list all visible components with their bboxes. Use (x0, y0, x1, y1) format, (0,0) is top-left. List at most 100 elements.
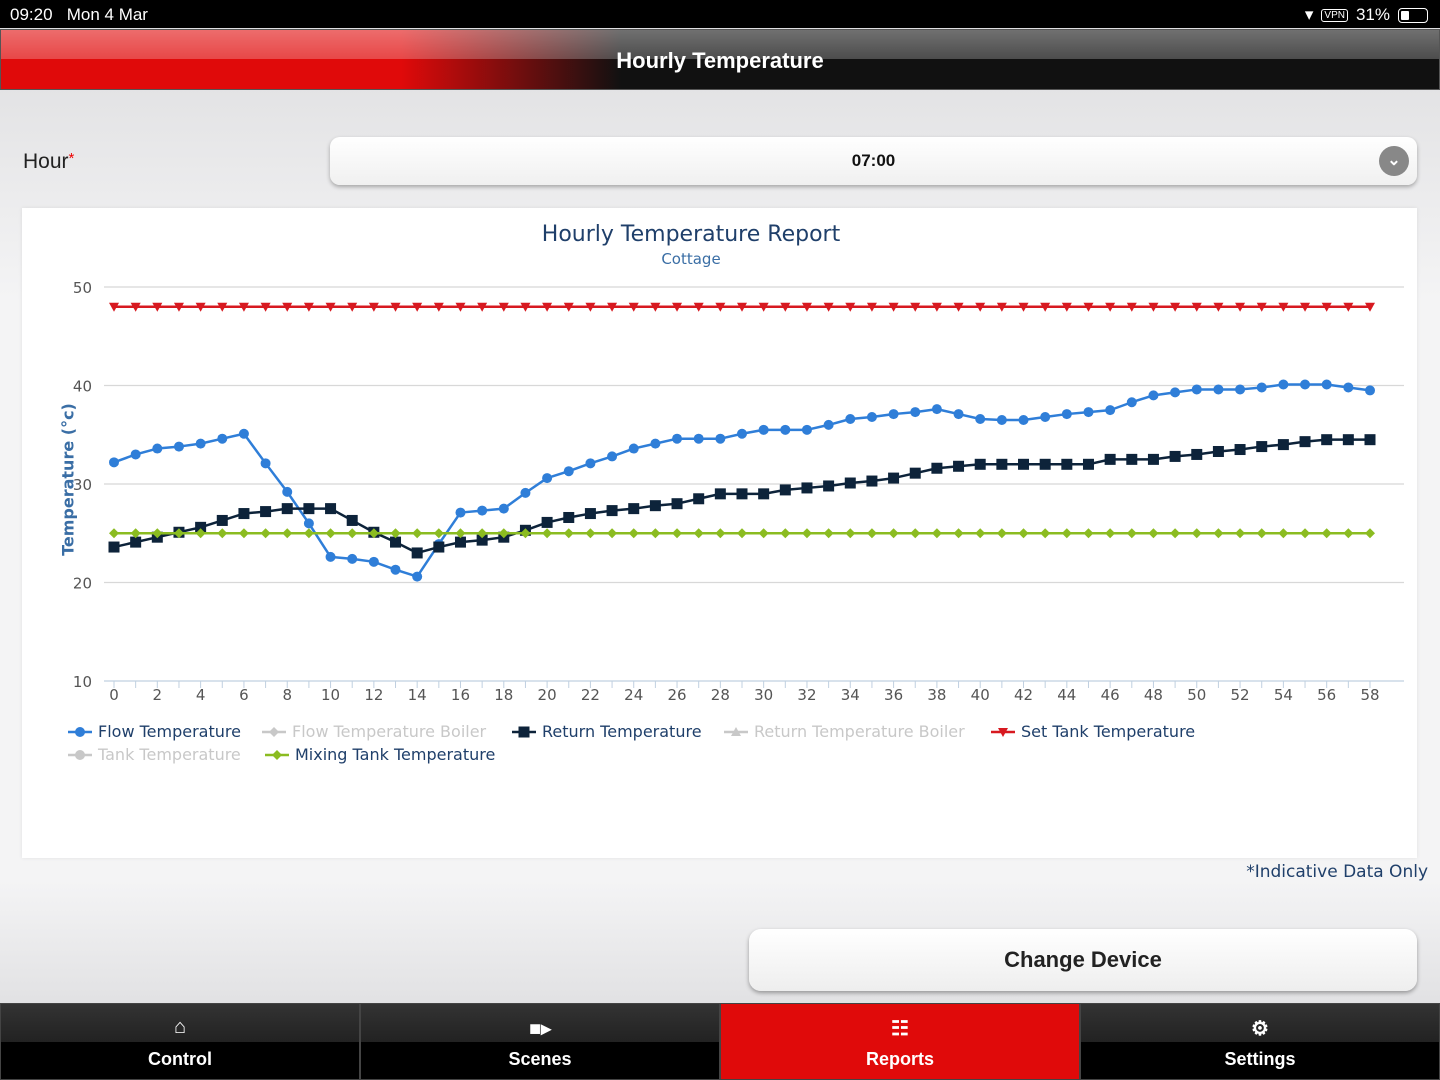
legend-item[interactable]: Flow Temperature (68, 722, 241, 741)
return-temperature-point (454, 536, 466, 548)
mixing-tank-temperature-point (585, 528, 596, 539)
set-tank-temperature-point (412, 302, 423, 312)
legend-item[interactable]: Tank Temperature (68, 745, 241, 764)
set-tank-temperature-point (780, 302, 791, 312)
mixing-tank-temperature-point (1256, 528, 1267, 539)
flow-temperature-point (1040, 412, 1051, 423)
mixing-tank-temperature-point (1191, 528, 1202, 539)
x-tick-label: 18 (494, 686, 513, 704)
return-temperature-point (758, 488, 770, 500)
return-temperature-point (1342, 434, 1354, 446)
return-temperature-point (1234, 444, 1246, 456)
y-tick-label: 50 (73, 279, 92, 297)
return-temperature-point (779, 484, 791, 496)
mixing-tank-temperature-point (563, 528, 574, 539)
mixing-tank-temperature-point (520, 528, 531, 539)
return-temperature-point (1061, 458, 1073, 470)
set-tank-temperature-point (563, 302, 574, 312)
flow-temperature-point (282, 486, 293, 497)
flow-temperature-point (975, 413, 986, 424)
tab-reports[interactable]: ☷ Reports (720, 1003, 1080, 1080)
legend-item[interactable]: Return Temperature Boiler (724, 722, 965, 741)
mixing-tank-temperature-point (542, 528, 553, 539)
mixing-tank-temperature-point (953, 528, 964, 539)
set-tank-temperature-point (130, 302, 141, 312)
set-tank-temperature-point (303, 302, 314, 312)
flow-temperature-point (303, 518, 314, 529)
set-tank-temperature-point (845, 302, 856, 312)
chart-subtitle: Cottage (661, 250, 721, 268)
return-temperature-point (1039, 458, 1051, 470)
return-temperature-point (325, 503, 337, 515)
return-temperature-point (541, 516, 553, 528)
required-mark: * (68, 150, 75, 167)
x-tick-label: 58 (1360, 686, 1379, 704)
flow-temperature-point (1278, 379, 1289, 390)
video-camera-icon: ■▸ (528, 1018, 552, 1040)
mixing-tank-temperature-point (1040, 528, 1051, 539)
flow-temperature-point (737, 428, 747, 439)
return-temperature-point (649, 500, 661, 512)
flow-temperature-point (1343, 382, 1354, 393)
chart-title: Hourly Temperature Report (541, 222, 841, 247)
set-tank-temperature-point (931, 302, 942, 312)
set-tank-temperature-point (975, 302, 986, 312)
return-temperature-point (108, 541, 120, 553)
flow-temperature-point (109, 457, 119, 468)
change-device-button[interactable]: Change Device (749, 929, 1417, 991)
mixing-tank-temperature-point (390, 528, 401, 539)
mixing-tank-temperature-point (282, 528, 293, 539)
flow-temperature-point (715, 433, 726, 444)
mixing-tank-temperature-point (455, 528, 466, 539)
y-tick-label: 30 (73, 476, 92, 494)
return-temperature-point (476, 534, 488, 546)
tab-control[interactable]: ⌂ Control (0, 1003, 360, 1080)
set-tank-temperature-point (953, 302, 964, 312)
x-tick-label: 14 (408, 686, 427, 704)
flow-temperature-point (801, 424, 812, 435)
flow-temperature-point (1105, 405, 1116, 416)
flow-temperature-point (585, 458, 596, 469)
flow-temperature-point (888, 409, 899, 420)
flow-temperature-point (953, 409, 964, 420)
mixing-tank-temperature-point (130, 528, 141, 539)
set-tank-temperature-point (715, 302, 726, 312)
return-temperature-point (953, 460, 965, 472)
return-temperature-point (303, 503, 315, 515)
flow-temperature-point (758, 424, 769, 435)
grid-icon: ☷ (891, 1018, 909, 1040)
status-bar: 09:20 Mon 4 Mar ▾ VPN 31% (0, 0, 1440, 28)
date: Mon 4 Mar (66, 5, 148, 24)
mixing-tank-temperature-point (672, 528, 683, 539)
y-tick-label: 20 (73, 575, 92, 593)
hour-select[interactable]: 07:00 ⌄ (330, 137, 1417, 185)
legend-item[interactable]: Set Tank Temperature (991, 722, 1195, 741)
legend-item[interactable]: Mixing Tank Temperature (265, 745, 495, 764)
flow-temperature-point (693, 433, 704, 444)
page-title: Hourly Temperature (616, 48, 824, 73)
tab-scenes[interactable]: ■▸ Scenes (360, 1003, 720, 1080)
return-temperature-point (1364, 434, 1376, 446)
legend-item[interactable]: Flow Temperature Boiler (262, 722, 486, 741)
mixing-tank-temperature-point (1321, 528, 1332, 539)
mixing-tank-temperature-point (1148, 528, 1159, 539)
x-tick-label: 48 (1144, 686, 1163, 704)
set-tank-temperature-point (542, 302, 553, 312)
mixing-tank-temperature-point (152, 528, 163, 539)
legend-symbol-icon (265, 749, 289, 760)
legend-item[interactable]: Return Temperature (512, 722, 702, 741)
set-tank-temperature-point (477, 302, 488, 312)
x-tick-label: 38 (927, 686, 946, 704)
x-tick-label: 8 (282, 686, 292, 704)
tab-settings[interactable]: ⚙ Settings (1080, 1003, 1440, 1080)
x-tick-label: 0 (109, 686, 119, 704)
x-tick-label: 28 (711, 686, 730, 704)
flow-temperature-point (650, 438, 661, 449)
set-tank-temperature-point (455, 302, 466, 312)
return-temperature-point (801, 482, 813, 494)
x-tick-label: 40 (971, 686, 990, 704)
flow-temperature-point (1148, 390, 1159, 401)
mixing-tank-temperature-point (693, 528, 704, 539)
mixing-tank-temperature-point (866, 528, 877, 539)
return-temperature-point (216, 514, 228, 526)
